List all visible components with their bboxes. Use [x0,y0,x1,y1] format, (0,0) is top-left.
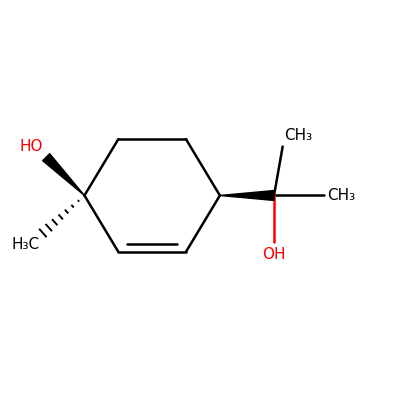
Text: H₃C: H₃C [11,236,39,252]
Text: OH: OH [262,247,286,262]
Text: HO: HO [19,138,42,154]
Polygon shape [43,154,84,196]
Text: CH₃: CH₃ [327,188,356,203]
Polygon shape [220,190,274,200]
Text: CH₃: CH₃ [284,128,312,143]
